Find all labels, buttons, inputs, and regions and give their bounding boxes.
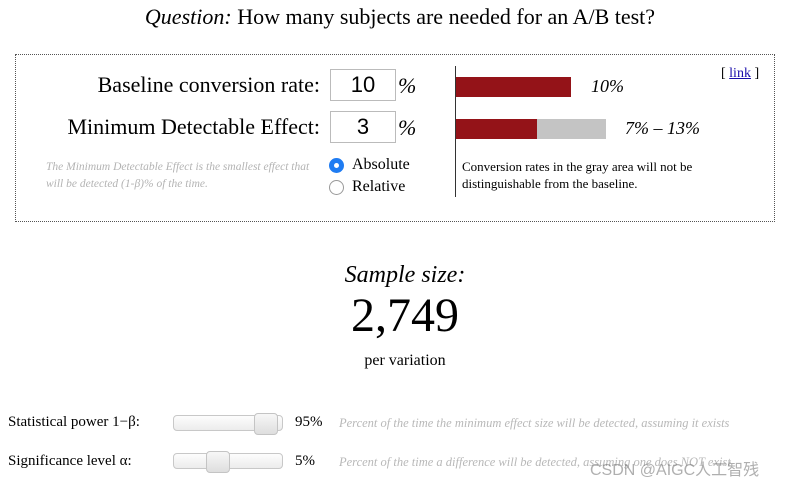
gray-area-note: Conversion rates in the gray area will n… [462, 159, 693, 191]
significance-label: Significance level α: [8, 453, 132, 469]
baseline-percent-sign: % [398, 73, 417, 98]
mde-input[interactable]: 3 [330, 111, 396, 143]
significance-slider-thumb[interactable] [206, 451, 230, 473]
power-value: 95% [295, 414, 323, 430]
significance-description: Percent of the time a difference will be… [339, 455, 731, 469]
baseline-label: Baseline conversion rate: [97, 72, 320, 97]
watermark: CSDN @AIGC人工智残 [590, 462, 760, 479]
absolute-radio-label: Absolute [352, 156, 410, 173]
mde-range-text: 7% – 13% [625, 118, 700, 138]
question-label: Question: [144, 4, 232, 29]
mde-percent-sign: % [398, 115, 417, 140]
relative-radio-option[interactable]: Relative [329, 178, 405, 196]
power-description: Percent of the time the minimum effect s… [339, 416, 730, 430]
permalink-link[interactable]: link [729, 66, 751, 81]
power-slider[interactable] [173, 413, 283, 435]
link-wrapper: [ link ] [721, 66, 759, 82]
conversion-axis-line [455, 66, 456, 197]
relative-radio-label: Relative [352, 178, 406, 195]
absolute-radio-button[interactable] [329, 157, 344, 173]
sample-size-label: Sample size: [344, 262, 466, 288]
question-heading: Question: How many subjects are needed f… [0, 4, 800, 30]
baseline-rate-text: 10% [591, 76, 624, 96]
absolute-radio-option[interactable]: Absolute [329, 156, 410, 174]
significance-value: 5% [295, 453, 315, 469]
mde-lower-bound-bar [456, 119, 537, 139]
sample-size-unit: per variation [364, 352, 446, 369]
power-slider-thumb[interactable] [254, 413, 278, 435]
sample-size-value: 2,749 [351, 289, 459, 342]
mde-note: The Minimum Detectable Effect is the sma… [46, 161, 310, 190]
baseline-rate-bar [456, 77, 571, 97]
input-panel: Baseline conversion rate: 10 % Minimum D… [15, 54, 775, 222]
link-close-bracket: ] [754, 66, 760, 81]
link-open-bracket: [ [721, 66, 726, 81]
relative-radio-button[interactable] [329, 179, 344, 195]
significance-slider[interactable] [173, 451, 283, 473]
baseline-input[interactable]: 10 [330, 69, 396, 101]
power-label: Statistical power 1−β: [8, 414, 140, 430]
mde-label: Minimum Detectable Effect: [67, 114, 320, 139]
question-text: How many subjects are needed for an A/B … [237, 4, 656, 29]
